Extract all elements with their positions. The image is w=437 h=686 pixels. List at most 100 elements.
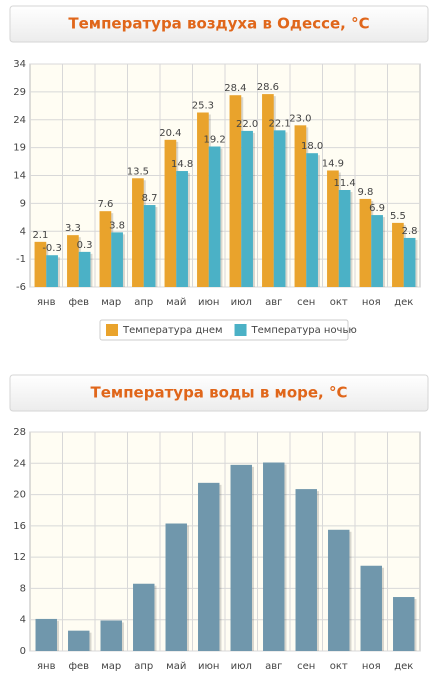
bar	[273, 130, 286, 287]
title-box	[9, 5, 429, 43]
bar	[164, 139, 177, 287]
bar	[46, 255, 58, 287]
bar	[34, 241, 47, 287]
x-tick-label: авг	[265, 661, 282, 672]
value-label: 28.4	[224, 83, 246, 94]
x-tick-label: дек	[394, 297, 413, 308]
y-tick-label: 24	[13, 458, 26, 469]
bar	[393, 597, 415, 651]
x-tick-label: июн	[198, 661, 219, 672]
value-label: 25.3	[192, 101, 214, 112]
value-label: 7.6	[97, 199, 113, 210]
x-tick-label: дек	[394, 661, 413, 672]
bar	[295, 489, 317, 651]
y-tick-label: 16	[13, 521, 26, 532]
value-label: 23.0	[289, 113, 311, 124]
x-tick-label: май	[166, 297, 186, 308]
value-label: 8.7	[142, 193, 158, 204]
y-tick-label: 12	[13, 552, 26, 563]
bar	[306, 153, 318, 287]
x-tick-label: июл	[231, 297, 252, 308]
chart-title: Температура воздуха в Одессе, °C	[68, 15, 369, 33]
bar	[100, 620, 122, 651]
title-box	[9, 374, 429, 412]
y-tick-label: 4	[20, 615, 26, 626]
bar	[68, 630, 90, 651]
value-label: 22.1	[268, 118, 290, 129]
value-label: 2.8	[402, 226, 418, 237]
bar	[360, 565, 382, 651]
bar	[371, 215, 383, 287]
legend-label: Температура ночью	[251, 325, 357, 336]
bar	[143, 205, 156, 287]
y-tick-label: 19	[13, 143, 26, 154]
bar	[99, 211, 112, 287]
bar	[392, 222, 404, 287]
x-tick-label: мар	[101, 297, 121, 308]
y-tick-label: 14	[13, 171, 26, 182]
bar	[328, 529, 350, 651]
value-label: 13.5	[127, 166, 149, 177]
y-tick-label: 0	[20, 646, 26, 657]
x-tick-label: сен	[297, 297, 315, 308]
bar	[327, 170, 339, 287]
bar	[133, 583, 155, 651]
bar	[132, 178, 144, 287]
x-tick-label: окт	[330, 297, 348, 308]
value-label: 14.8	[171, 159, 193, 170]
bar	[229, 95, 242, 287]
bar	[230, 464, 252, 651]
y-tick-label: 34	[13, 59, 26, 70]
bar	[294, 125, 307, 287]
y-tick-label: 20	[13, 490, 26, 501]
value-label: 18.0	[301, 141, 323, 152]
bar	[359, 198, 372, 287]
value-label: 11.4	[333, 178, 355, 189]
bar	[197, 112, 209, 287]
bar	[241, 130, 253, 287]
value-label: 20.4	[159, 128, 181, 139]
y-tick-label: 28	[13, 427, 26, 438]
x-tick-label: фев	[68, 297, 89, 308]
x-tick-label: май	[166, 661, 186, 672]
x-tick-label: ноя	[362, 661, 381, 672]
value-label: 0.3	[77, 240, 93, 251]
bar	[165, 523, 187, 651]
value-label: 3.8	[109, 220, 125, 231]
y-tick-label: -1	[16, 254, 26, 265]
legend-swatch	[106, 324, 118, 336]
value-label: 3.3	[65, 223, 81, 234]
chart-title: Температура воды в море, °C	[91, 384, 348, 402]
bar	[338, 189, 351, 287]
x-tick-label: янв	[37, 661, 56, 672]
x-tick-label: июн	[198, 297, 219, 308]
y-tick-label: 4	[20, 226, 26, 237]
value-label: -0.3	[42, 243, 62, 254]
y-tick-label: 9	[20, 198, 26, 209]
y-tick-label: 8	[20, 583, 26, 594]
x-tick-label: сен	[297, 661, 315, 672]
legend-swatch	[234, 324, 247, 336]
bar	[111, 232, 123, 287]
x-tick-label: июл	[231, 661, 252, 672]
value-label: 6.9	[369, 203, 385, 214]
bar	[78, 251, 91, 287]
x-tick-label: апр	[134, 661, 153, 672]
value-label: 9.8	[357, 187, 373, 198]
legend-label: Температура днем	[122, 325, 223, 336]
bar	[198, 482, 220, 651]
bar	[263, 462, 285, 651]
value-label: 22.0	[236, 119, 258, 130]
bar	[403, 237, 416, 287]
value-label: 2.1	[32, 230, 48, 241]
x-tick-label: авг	[265, 297, 282, 308]
legend-box	[99, 319, 349, 341]
x-tick-label: фев	[68, 661, 89, 672]
y-tick-label: -6	[16, 282, 26, 293]
bar	[208, 146, 221, 287]
x-tick-label: апр	[134, 297, 153, 308]
bar	[176, 171, 188, 287]
x-tick-label: ноя	[362, 297, 381, 308]
y-tick-label: 24	[13, 115, 26, 126]
